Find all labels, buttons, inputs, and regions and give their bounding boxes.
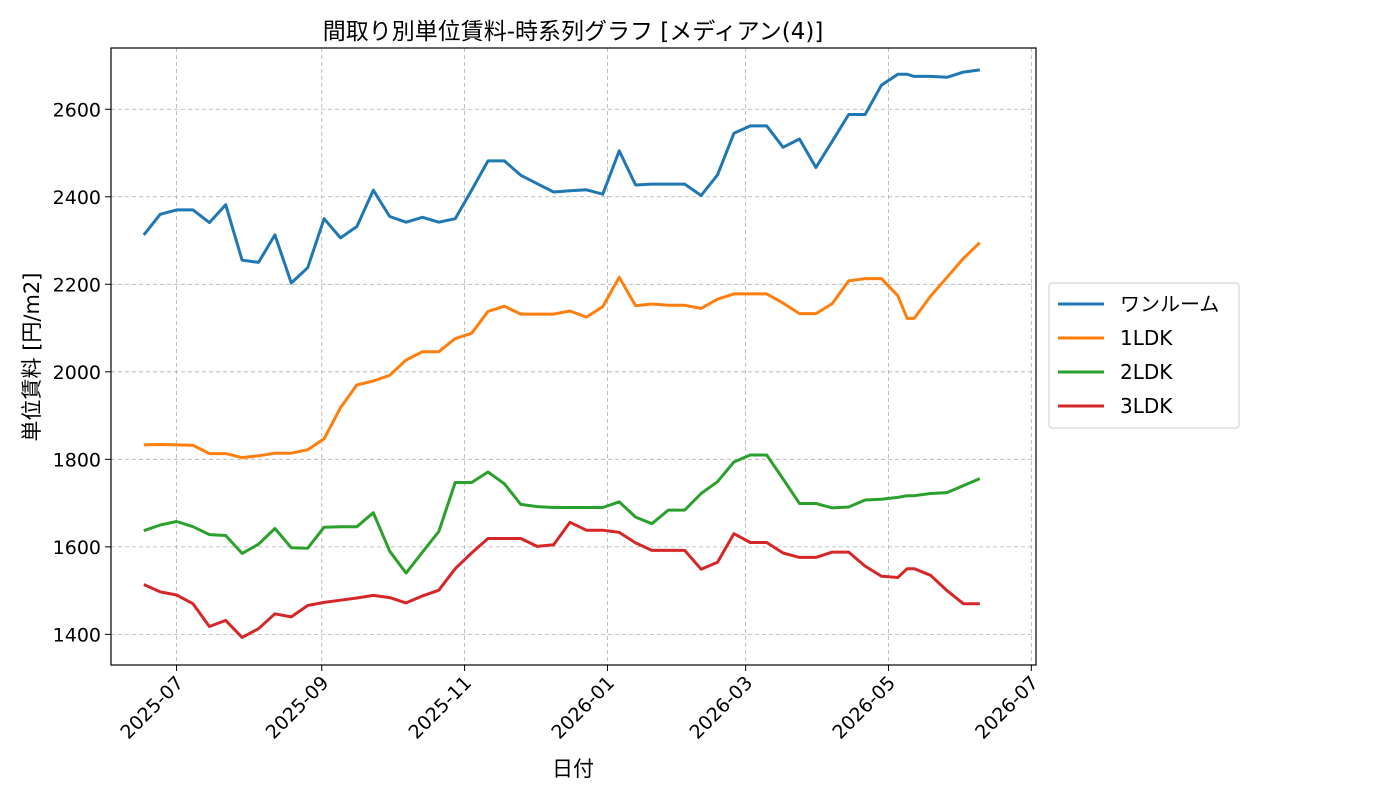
series-lines — [142, 68, 981, 639]
y-tick-label: 2200 — [53, 274, 101, 296]
plot-frame — [110, 47, 1037, 666]
y-axis-label: 単位賃料 [円/m2] — [20, 273, 44, 442]
y-tick-label: 2600 — [53, 99, 101, 121]
legend-label: 1LDK — [1120, 326, 1173, 350]
legend-label: ワンルーム — [1120, 292, 1219, 316]
series-line-3 — [143, 520, 980, 639]
legend-box — [1048, 282, 1240, 429]
series-line-1 — [143, 241, 981, 460]
y-tick-label: 2000 — [53, 362, 101, 384]
legend-label: 3LDK — [1120, 394, 1173, 418]
x-axis-label: 日付 — [552, 757, 594, 781]
grid — [111, 48, 1036, 665]
series-line-0 — [142, 68, 980, 285]
legend-label: 2LDK — [1120, 360, 1173, 384]
chart-title: 間取り別単位賃料-時系列グラフ [メディアン(4)] — [323, 19, 824, 45]
series-line-2 — [143, 453, 981, 575]
y-axis: 1400 1600 1800 2000 2200 2400 2600 — [53, 99, 111, 646]
y-tick-label: 1800 — [53, 449, 101, 471]
y-tick-label: 2400 — [53, 187, 101, 209]
legend: ワンルーム 1LDK 2LDK 3LDK — [1048, 282, 1240, 429]
y-tick-label: 1600 — [53, 537, 101, 559]
y-tick-label: 1400 — [53, 624, 101, 646]
